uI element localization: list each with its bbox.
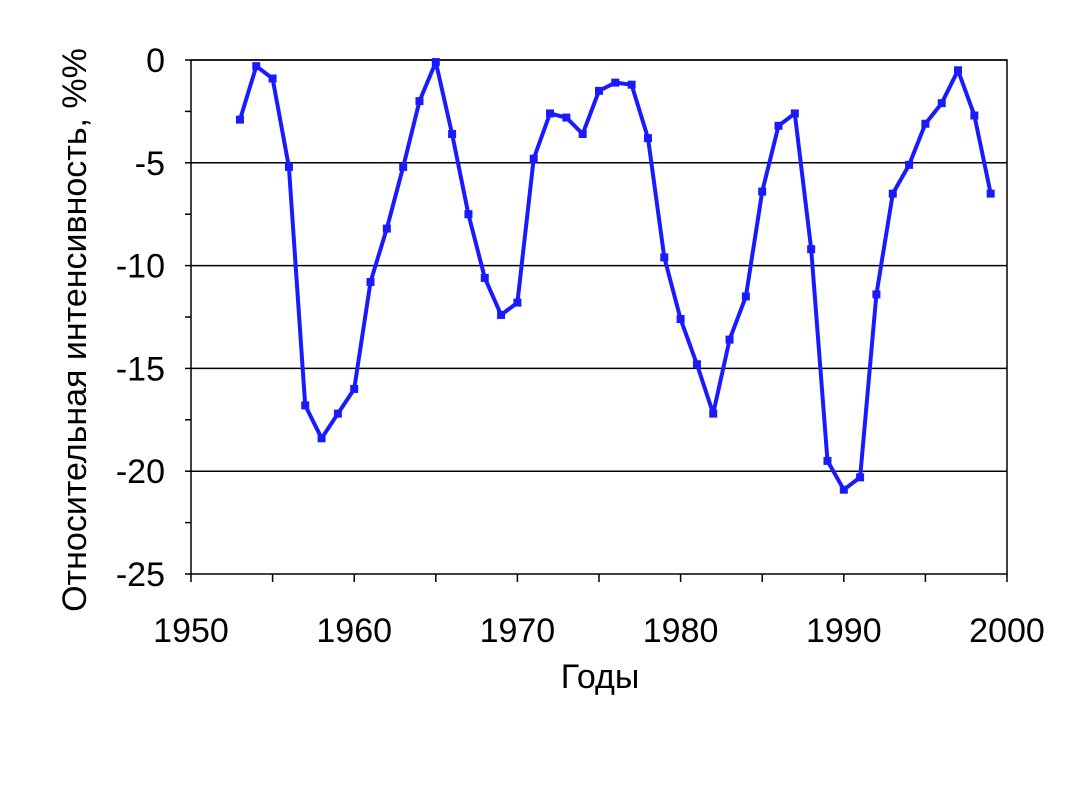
data-point <box>888 189 897 198</box>
data-point <box>399 162 408 171</box>
data-point <box>627 80 636 89</box>
x-tick-label: 1970 <box>480 612 556 650</box>
data-point <box>464 210 473 219</box>
data-point <box>758 187 767 196</box>
data-point <box>937 99 946 108</box>
data-point <box>301 401 310 410</box>
data-point <box>790 109 799 118</box>
y-tick-label: -20 <box>116 453 165 491</box>
data-point <box>513 298 522 307</box>
series-layer <box>235 58 995 494</box>
data-point <box>382 224 391 233</box>
data-point <box>529 154 538 163</box>
data-point <box>333 409 342 418</box>
data-point <box>872 290 881 299</box>
data-point <box>284 162 293 171</box>
label-layer: 0 -5 -10 -15 -20 -25 1950 1960 1970 1980 1990 2000 <box>116 42 1045 650</box>
data-point <box>823 456 832 465</box>
data-point <box>546 109 555 118</box>
data-point <box>350 384 359 393</box>
plot-area-border <box>190 59 1008 575</box>
data-point <box>709 409 718 418</box>
data-point <box>774 121 783 130</box>
y-tick-label: -5 <box>135 145 165 183</box>
data-point <box>497 310 506 319</box>
data-point <box>252 62 261 71</box>
data-point <box>970 111 979 120</box>
data-point <box>415 97 424 106</box>
data-point <box>692 360 701 369</box>
data-point <box>235 115 244 124</box>
data-point <box>431 58 440 67</box>
y-tick-label: -25 <box>116 556 165 594</box>
data-point <box>725 335 734 344</box>
x-tick-label: 2000 <box>969 612 1045 650</box>
data-point <box>839 485 848 494</box>
data-point <box>986 189 995 198</box>
axis-layer <box>185 59 1008 582</box>
grid-layer <box>191 59 1007 472</box>
data-point <box>676 315 685 324</box>
x-tick-label: 1980 <box>643 612 719 650</box>
y-tick-label: 0 <box>146 42 165 80</box>
series-line <box>238 60 993 492</box>
data-point <box>611 78 620 87</box>
x-tick-label: 1990 <box>806 612 882 650</box>
data-point <box>578 130 587 139</box>
data-point <box>480 273 489 282</box>
x-tick-label: 1960 <box>316 612 392 650</box>
data-point <box>595 86 603 95</box>
y-axis-title: Относительная интенсивность, %% <box>56 48 94 612</box>
x-tick-label: 1950 <box>153 612 229 650</box>
y-tick-label: -10 <box>116 248 165 286</box>
data-point <box>317 434 326 443</box>
data-point <box>562 113 571 122</box>
x-axis-title: Годы <box>561 658 640 696</box>
data-point <box>643 134 652 143</box>
data-point <box>905 160 914 169</box>
data-point <box>366 278 375 287</box>
data-point <box>954 66 963 75</box>
data-point <box>741 292 750 301</box>
data-point <box>448 130 457 139</box>
y-tick-label: -15 <box>116 350 165 388</box>
data-point <box>856 473 865 482</box>
data-point <box>268 74 277 83</box>
data-point <box>921 119 930 128</box>
data-point <box>660 253 669 262</box>
data-point <box>807 245 816 254</box>
